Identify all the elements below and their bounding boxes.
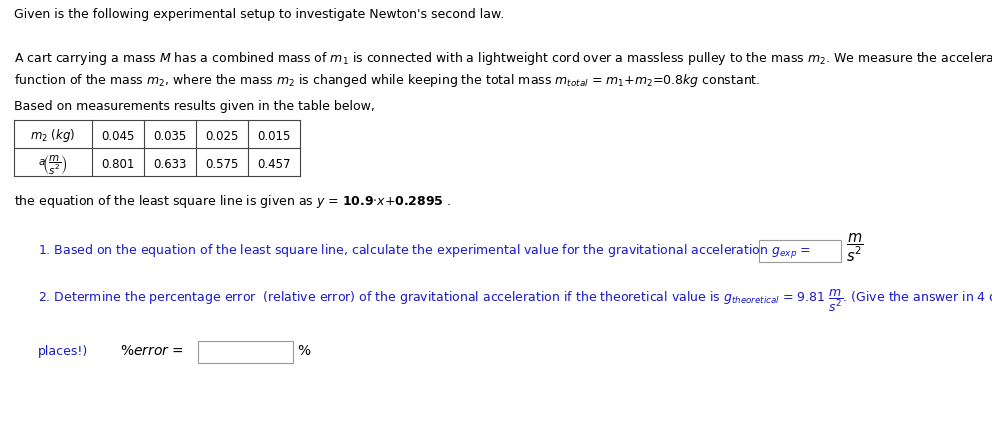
Text: $m_2$ $\mathit{(kg)}$: $m_2$ $\mathit{(kg)}$ — [31, 128, 75, 144]
Text: the equation of the least square line is given as $\mathit{y}$ = $\mathbf{10.9}$: the equation of the least square line is… — [14, 193, 451, 210]
Text: 0.045: 0.045 — [101, 129, 135, 142]
Bar — [759, 240, 841, 262]
Text: 0.633: 0.633 — [154, 157, 186, 171]
Bar — [198, 341, 293, 363]
Text: places!): places!) — [38, 345, 88, 358]
Text: 0.025: 0.025 — [205, 129, 239, 142]
Text: A cart carrying a mass $\mathit{M}$ has a combined mass of $m_1$ is connected wi: A cart carrying a mass $\mathit{M}$ has … — [14, 50, 992, 67]
Text: 1. Based on the equation of the least square line, calculate the experimental va: 1. Based on the equation of the least sq… — [38, 243, 811, 261]
Text: Given is the following experimental setup to investigate Newton's second law.: Given is the following experimental setu… — [14, 8, 504, 21]
Text: $\%$: $\%$ — [297, 344, 311, 358]
Text: $\%\mathit{error}$ =: $\%\mathit{error}$ = — [120, 344, 184, 358]
Text: 0.457: 0.457 — [257, 157, 291, 171]
Text: 0.015: 0.015 — [257, 129, 291, 142]
Text: 2. Determine the percentage error  (relative error) of the gravitational acceler: 2. Determine the percentage error (relat… — [38, 287, 992, 313]
Text: 0.575: 0.575 — [205, 157, 239, 171]
Text: 0.035: 0.035 — [154, 129, 186, 142]
Text: $a\!\left(\dfrac{m}{s^2}\right)$: $a\!\left(\dfrac{m}{s^2}\right)$ — [38, 154, 68, 177]
Text: function of the mass $m_2$, where the mass $m_2$ is changed while keeping the to: function of the mass $m_2$, where the ma… — [14, 72, 761, 89]
Text: 0.801: 0.801 — [101, 157, 135, 171]
Text: Based on measurements results given in the table below,: Based on measurements results given in t… — [14, 100, 375, 113]
Text: $\dfrac{m}{s^2}$: $\dfrac{m}{s^2}$ — [846, 232, 863, 264]
